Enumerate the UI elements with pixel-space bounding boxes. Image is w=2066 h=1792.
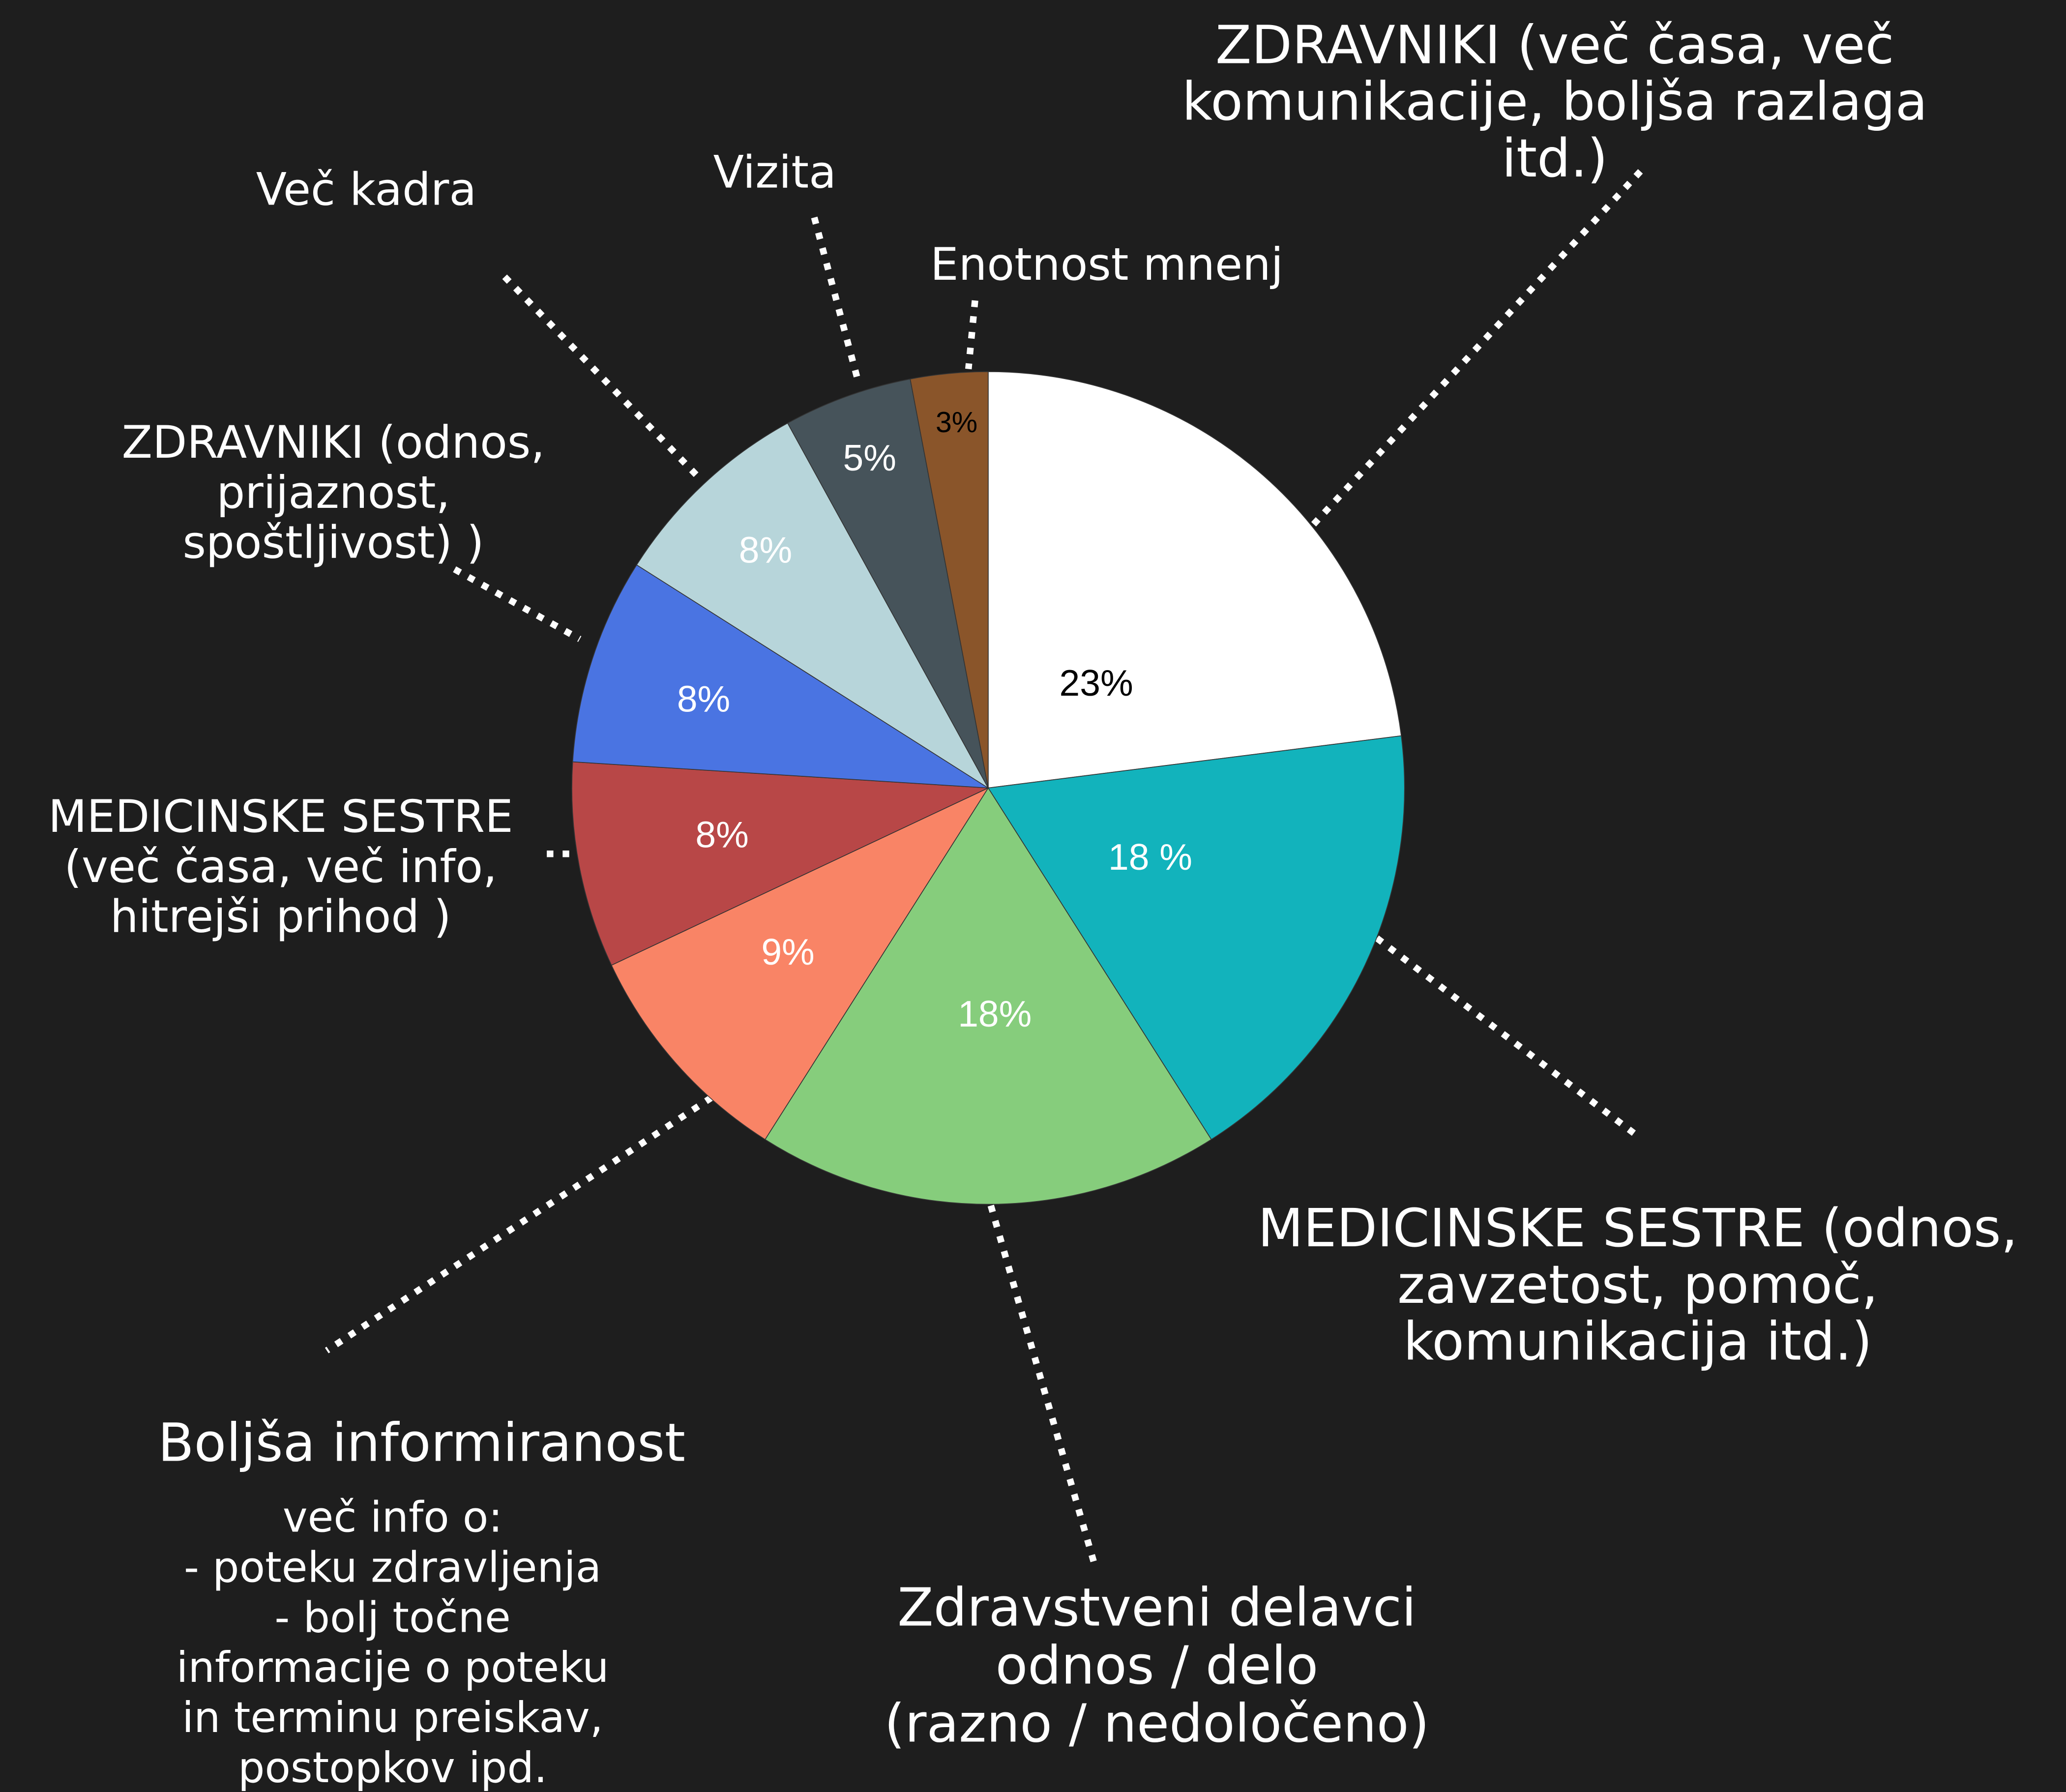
pie-slice bbox=[787, 378, 989, 789]
pie-slice bbox=[571, 761, 989, 966]
category-label: Enotnost mnenj bbox=[930, 238, 1283, 291]
pie-slice bbox=[987, 735, 1405, 1140]
value-label: 8% bbox=[739, 529, 792, 570]
category-label: Zdravstveni delavci odnos / delo (razno / … bbox=[885, 1578, 1430, 1755]
category-label: ZDRAVNIKI (odnos, prijaznost, spoštljivost… bbox=[122, 416, 545, 569]
pie-slice bbox=[636, 422, 989, 789]
category-label: Več kadra bbox=[256, 163, 476, 215]
leader-lines bbox=[325, 169, 1643, 1562]
leader-line bbox=[1375, 935, 1636, 1136]
leader-line bbox=[325, 1094, 713, 1353]
pie-slice bbox=[765, 787, 1212, 1205]
category-label: MEDICINSKE SESTRE (več časa, več info, hit… bbox=[48, 791, 513, 943]
category-label: ZDRAVNIKI (več časa, več komunikacije, bo… bbox=[1182, 15, 1927, 189]
pie-slice bbox=[611, 787, 990, 1140]
value-label: 8% bbox=[695, 814, 748, 855]
pie-slice bbox=[572, 564, 989, 789]
pie-slice bbox=[910, 371, 989, 788]
value-label: 23% bbox=[1060, 662, 1133, 704]
value-label: 8% bbox=[677, 678, 730, 719]
annotation: več info o: - poteku zdravljenja - bolj to… bbox=[177, 1493, 609, 1792]
value-label: 5% bbox=[843, 437, 896, 478]
value-label: 3% bbox=[936, 407, 977, 439]
value-label: 18% bbox=[958, 993, 1032, 1034]
category-label: Boljša informiranost bbox=[158, 1413, 685, 1474]
leader-line bbox=[811, 216, 862, 386]
leader-line bbox=[965, 300, 978, 370]
value-label: 9% bbox=[761, 931, 814, 972]
value-label: 18 % bbox=[1108, 836, 1192, 878]
leader-line bbox=[1308, 169, 1643, 529]
pie-slice bbox=[988, 371, 1402, 789]
category-label: MEDICINSKE SESTRE (odnos, zavzetost, pomo… bbox=[1258, 1198, 2018, 1372]
category-label: Vizita bbox=[713, 147, 836, 199]
